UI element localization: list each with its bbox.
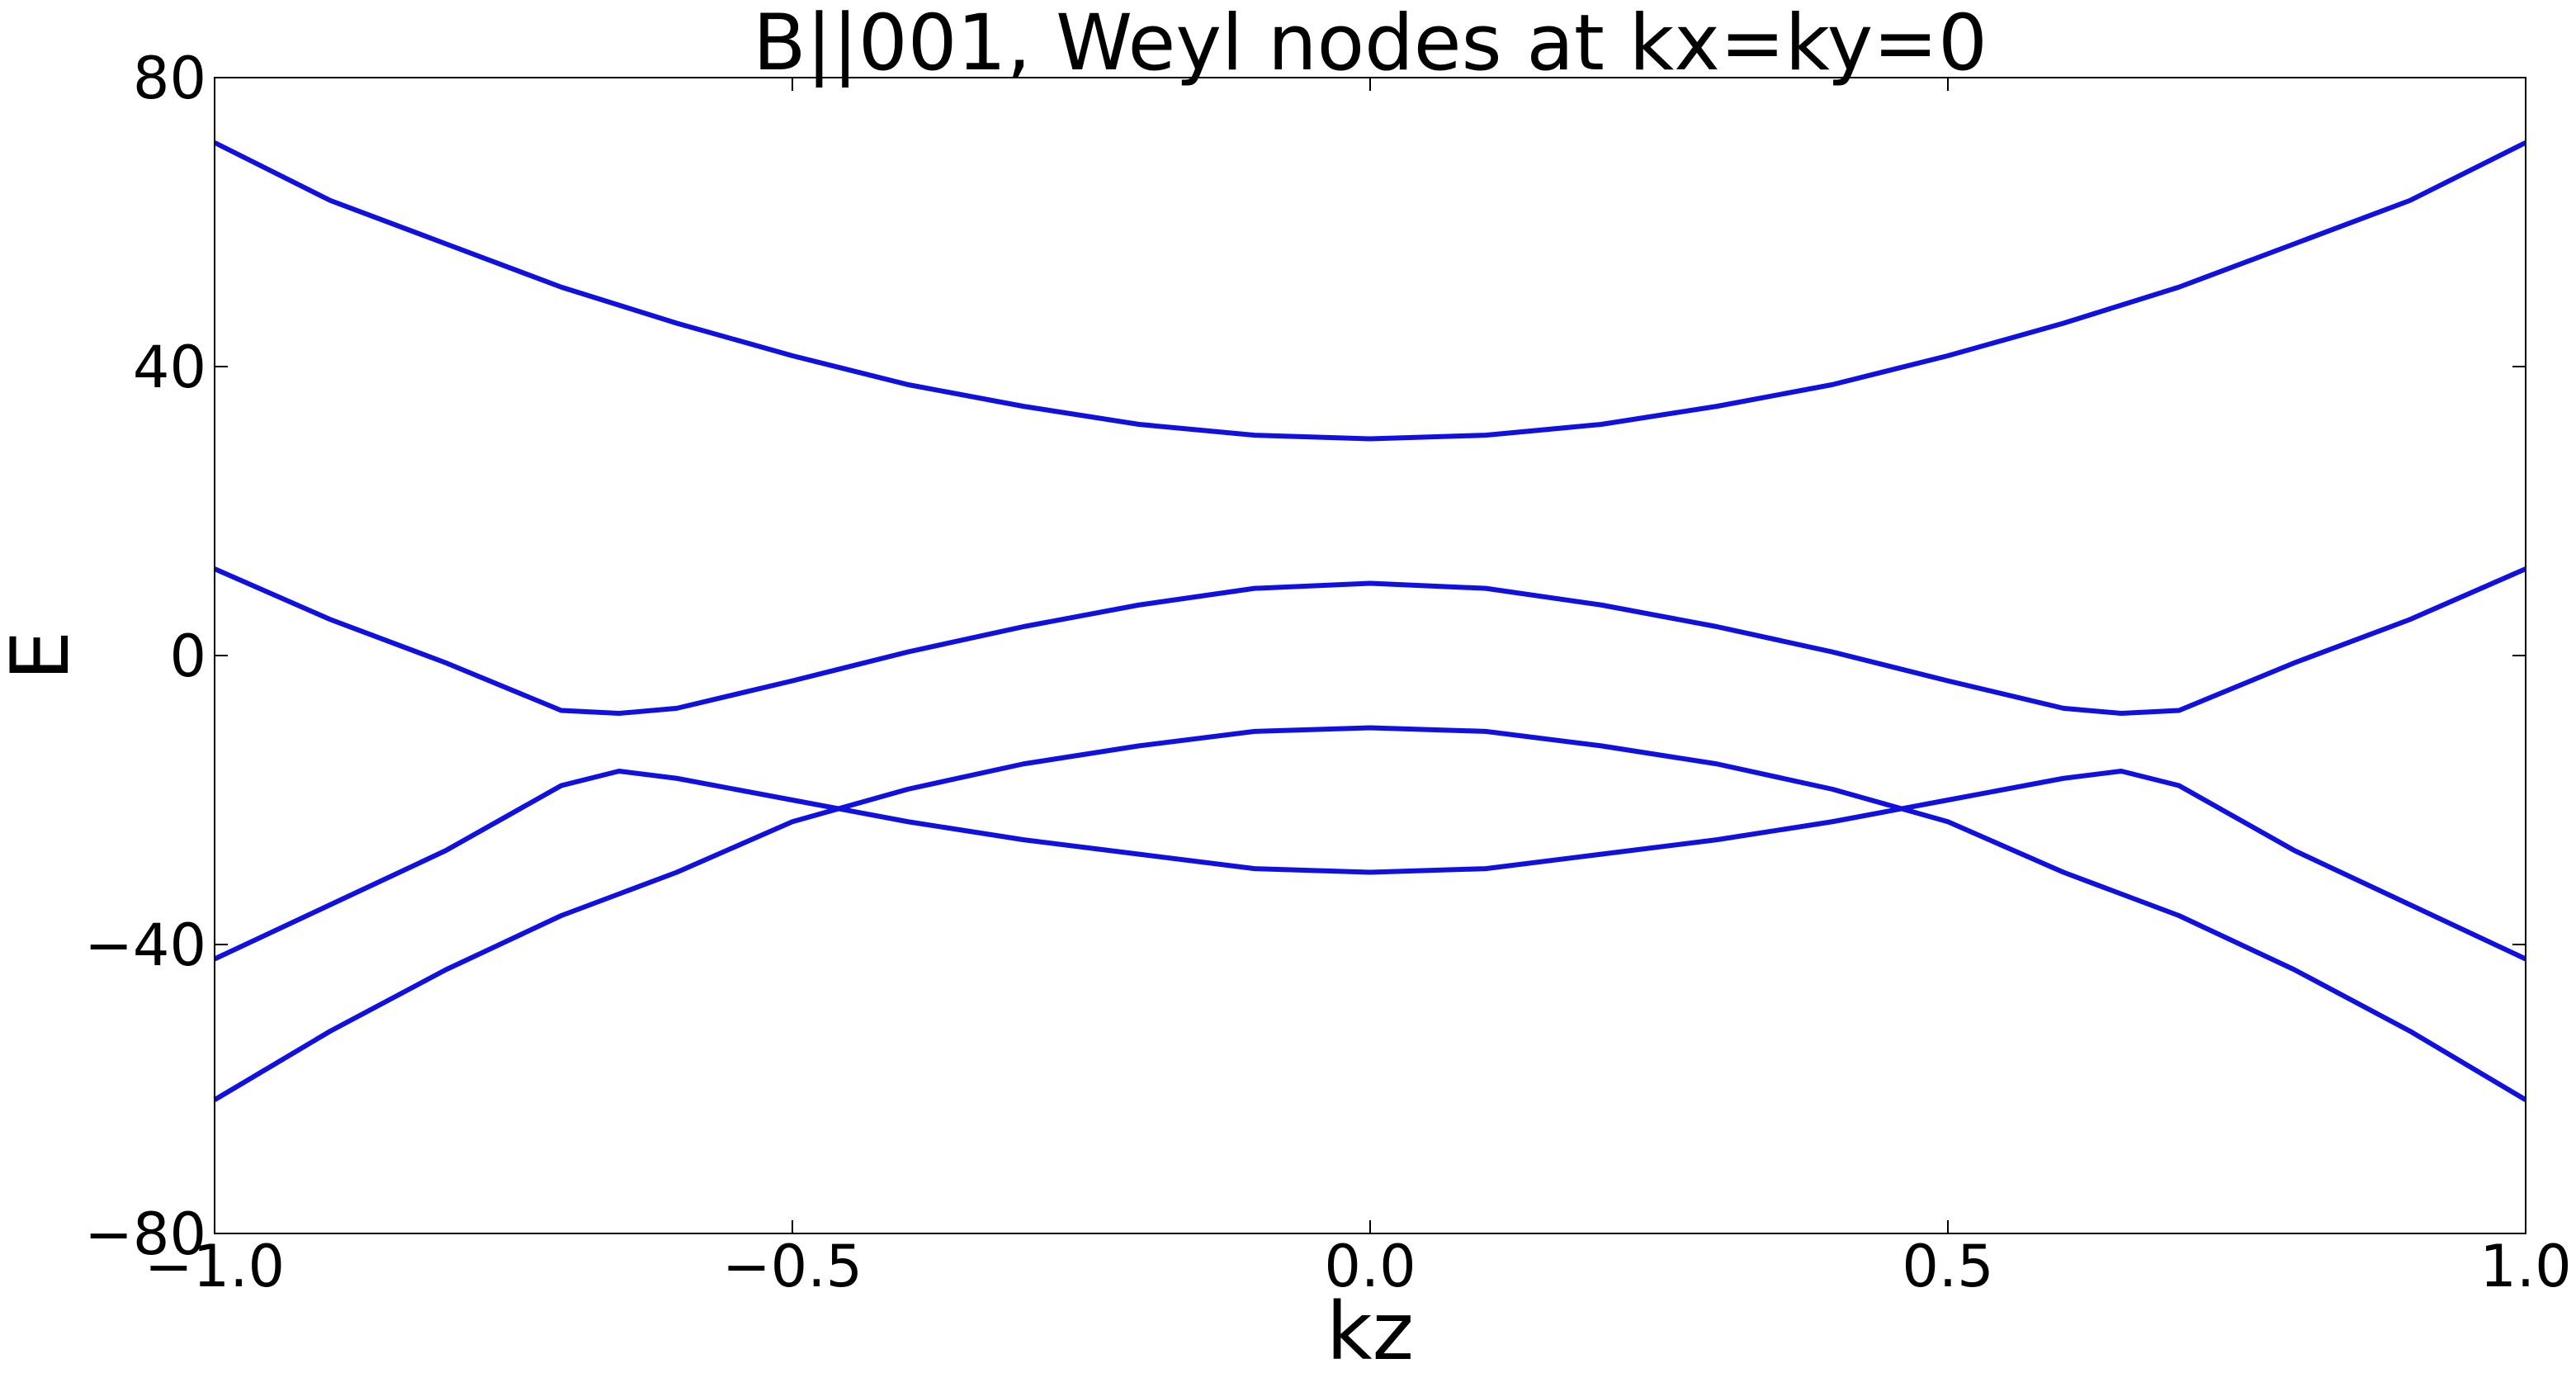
band-line xyxy=(213,769,2527,962)
x-axis-label: kz xyxy=(1326,1285,1414,1373)
y-tick-label: 80 xyxy=(133,45,206,112)
band-line xyxy=(213,566,2527,716)
y-tick-label: −40 xyxy=(84,911,206,979)
x-tick-label: 1.0 xyxy=(2479,1233,2571,1300)
y-axis-label: E xyxy=(0,631,87,681)
x-tick-label: −1.0 xyxy=(144,1233,285,1300)
y-tick-label: 0 xyxy=(169,623,206,690)
x-tick-label: 0.5 xyxy=(1902,1233,1993,1300)
y-tick-label: −80 xyxy=(84,1200,206,1268)
x-tick-label: 0.0 xyxy=(1324,1233,1416,1300)
x-tick-label: −0.5 xyxy=(722,1233,863,1300)
band-line xyxy=(213,140,2527,442)
y-tick-label: 40 xyxy=(133,334,206,401)
plot-frame xyxy=(214,77,2526,1234)
chart-title: B||001, Weyl nodes at kx=ky=0 xyxy=(753,0,1988,88)
band-line xyxy=(213,725,2527,1102)
